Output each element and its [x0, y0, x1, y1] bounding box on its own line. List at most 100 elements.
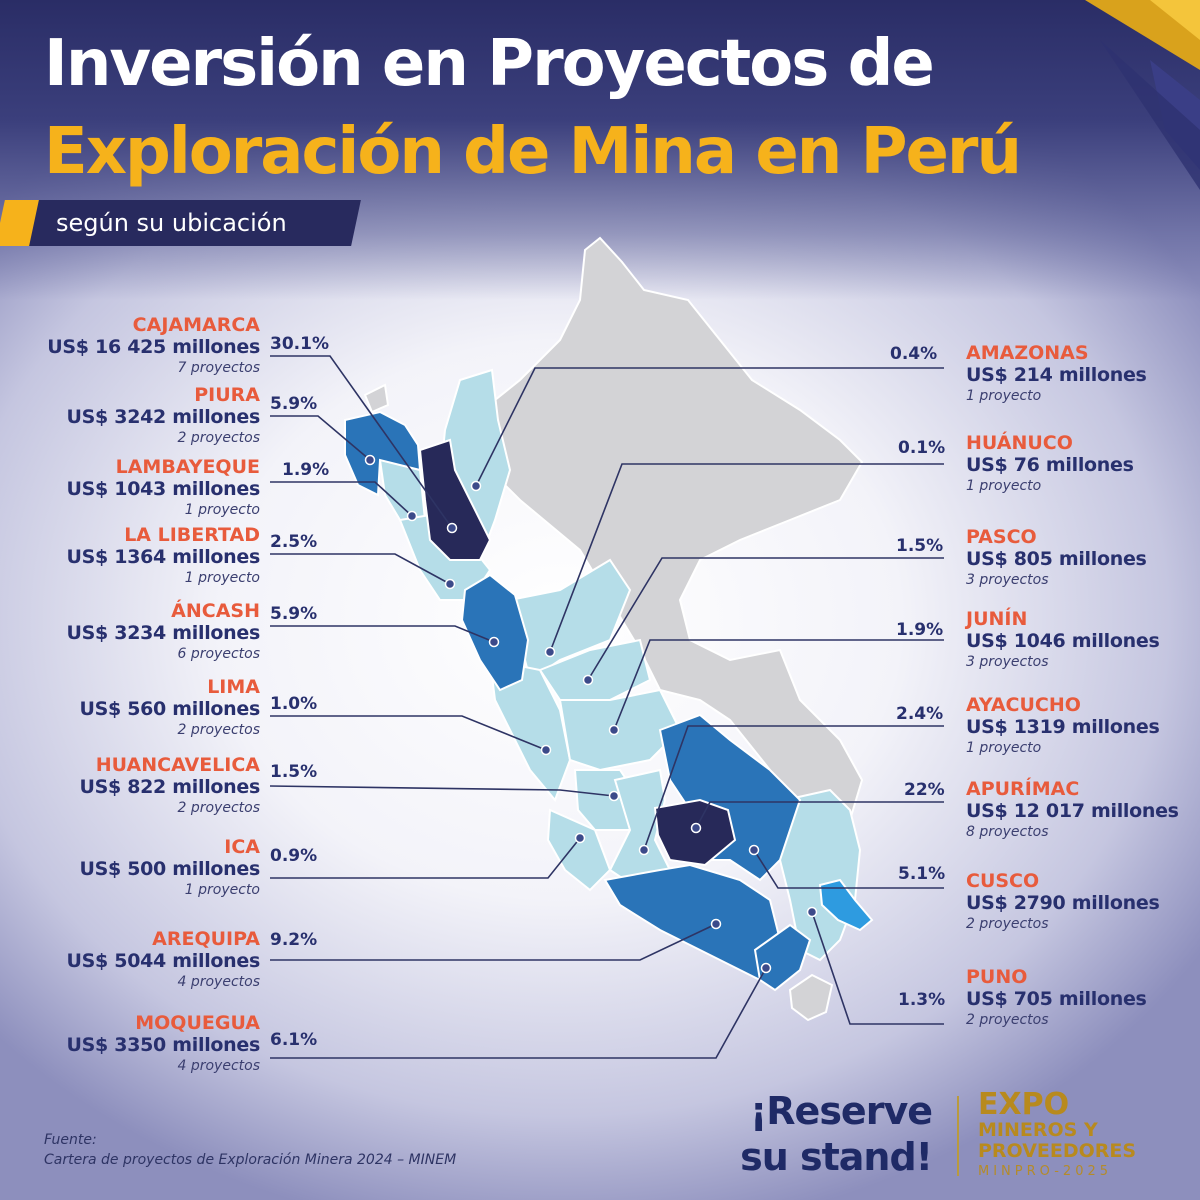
- region-name: LIMA: [207, 676, 260, 698]
- region-name: AREQUIPA: [152, 928, 260, 950]
- marker-pasco: [582, 674, 594, 686]
- region-projects: 7 proyectos: [177, 360, 260, 376]
- region-name: LA LIBERTAD: [124, 524, 260, 546]
- region-name: MOQUEGUA: [135, 1012, 260, 1034]
- region-amount: US$ 3234 millones: [66, 622, 261, 644]
- share-huancavelica: 1.5%: [270, 762, 318, 782]
- cta-line-2: su stand!: [740, 1135, 933, 1179]
- region-projects: 8 proyectos: [966, 824, 1049, 840]
- label-huancavelica: HUANCAVELICA US$ 822 millones 2 proyecto…: [0, 754, 260, 818]
- region-amount: US$ 5044 millones: [66, 950, 261, 972]
- region-amount: US$ 1046 millones: [966, 630, 1160, 652]
- share-lima: 1.0%: [270, 694, 318, 714]
- leader-la-libertad: [270, 553, 451, 585]
- label-amazonas: AMAZONAS US$ 214 millones 1 proyecto: [966, 342, 1200, 406]
- region-projects: 3 proyectos: [966, 654, 1049, 670]
- region-projects: 1 proyecto: [966, 388, 1042, 404]
- leader-moquegua: [270, 967, 767, 1059]
- map-region-tumbes: [363, 383, 390, 414]
- share-ica: 0.9%: [270, 846, 318, 866]
- share-pasco: 1.5%: [896, 536, 944, 556]
- share-amazonas: 0.4%: [890, 344, 938, 364]
- region-amount: US$ 1319 millones: [966, 716, 1160, 738]
- marker-cusco: [748, 844, 760, 856]
- corner-decoration: [1085, 0, 1200, 190]
- map-region-ica: [546, 808, 612, 892]
- marker-arequipa: [710, 918, 722, 930]
- leader-lima: [270, 715, 547, 751]
- region-name: AMAZONAS: [966, 342, 1089, 364]
- share-moquegua: 6.1%: [270, 1030, 318, 1050]
- marker-ancash: [488, 636, 500, 648]
- region-amount: US$ 705 millones: [966, 988, 1147, 1010]
- label-cusco: CUSCO US$ 2790 millones 2 proyectos: [966, 870, 1200, 934]
- leader-amazonas: [475, 367, 944, 487]
- region-name: LAMBAYEQUE: [115, 456, 260, 478]
- region-amount: US$ 76 millones: [966, 454, 1134, 476]
- logo-line-3: PROVEEDORES: [978, 1140, 1137, 1162]
- leader-huancavelica: [269, 785, 615, 797]
- map-region-lima: [488, 658, 572, 802]
- leader-junin: [613, 639, 944, 731]
- region-name: CUSCO: [966, 870, 1040, 892]
- expo-logo: EXPO MINEROS Y PROVEEDORES MINPRO-2025: [978, 1090, 1136, 1182]
- leader-cajamarca: [270, 355, 453, 529]
- region-name: PIURA: [194, 384, 260, 406]
- map-region-tacna-bright: [818, 878, 874, 932]
- leader-lambayeque: [270, 481, 413, 517]
- reserve-stand-cta[interactable]: ¡Reserve su stand!: [712, 1088, 933, 1180]
- region-projects: 2 proyectos: [177, 800, 260, 816]
- label-moquegua: MOQUEGUA US$ 3350 millones 4 proyectos: [0, 1012, 261, 1076]
- share-cusco: 5.1%: [898, 864, 946, 884]
- share-apurimac: 22%: [904, 780, 945, 800]
- region-amount: US$ 3242 millones: [66, 406, 261, 428]
- region-projects: 4 proyectos: [177, 974, 260, 990]
- marker-amazonas: [470, 480, 482, 492]
- region-projects: 2 proyectos: [177, 430, 260, 446]
- label-ica: ICA US$ 500 millones 1 proyecto: [0, 836, 260, 900]
- region-name: HUANCAVELICA: [95, 754, 260, 776]
- region-amount: US$ 16 425 millones: [47, 336, 260, 358]
- region-amount: US$ 500 millones: [79, 858, 260, 880]
- region-projects: 1 proyecto: [966, 478, 1042, 494]
- region-name: CAJAMARCA: [132, 314, 260, 336]
- region-amount: US$ 1043 millones: [66, 478, 261, 500]
- region-projects: 1 proyecto: [966, 740, 1042, 756]
- region-name: APURÍMAC: [966, 778, 1080, 800]
- region-name: HUÁNUCO: [966, 432, 1073, 454]
- label-junin: JUNÍN US$ 1046 millones 3 proyectos: [966, 608, 1200, 672]
- title-line-2: Exploración de Mina en Perú: [44, 115, 1022, 189]
- region-projects: 3 proyectos: [966, 572, 1049, 588]
- marker-piura: [364, 454, 376, 466]
- label-lambayeque: LAMBAYEQUE US$ 1043 millones 1 proyecto: [0, 456, 261, 520]
- label-apurimac: APURÍMAC US$ 12 017 millones 8 proyectos: [966, 778, 1200, 842]
- subtitle: según su ubicación: [56, 209, 287, 237]
- label-pasco: PASCO US$ 805 millones 3 proyectos: [966, 526, 1200, 590]
- marker-la-libertad: [444, 578, 456, 590]
- source-text: Cartera de proyectos de Exploración Mine…: [44, 1152, 457, 1168]
- leader-pasco: [587, 557, 944, 681]
- marker-cajamarca: [446, 522, 458, 534]
- map-region-cajamarca: [418, 438, 492, 561]
- region-name: PASCO: [966, 526, 1037, 548]
- region-projects: 1 proyecto: [184, 882, 260, 898]
- cta-line-1: ¡Reserve: [749, 1089, 933, 1133]
- share-arequipa: 9.2%: [270, 930, 318, 950]
- region-name: PUNO: [966, 966, 1028, 988]
- region-projects: 4 proyectos: [177, 1058, 260, 1074]
- region-projects: 2 proyectos: [177, 722, 260, 738]
- share-ancash: 5.9%: [270, 604, 318, 624]
- region-amount: US$ 822 millones: [79, 776, 260, 798]
- region-projects: 6 proyectos: [177, 646, 260, 662]
- marker-junin: [608, 724, 620, 736]
- leader-lines: [269, 355, 944, 1059]
- marker-moquegua: [760, 962, 772, 974]
- leader-cusco: [753, 849, 944, 889]
- share-ayacucho: 2.4%: [896, 704, 944, 724]
- region-name: AYACUCHO: [966, 694, 1081, 716]
- marker-ayacucho: [638, 844, 650, 856]
- share-lambayeque: 1.9%: [282, 460, 330, 480]
- label-puno: PUNO US$ 705 millones 2 proyectos: [966, 966, 1200, 1030]
- label-piura: PIURA US$ 3242 millones 2 proyectos: [0, 384, 261, 448]
- logo-line-1: EXPO: [978, 1087, 1070, 1122]
